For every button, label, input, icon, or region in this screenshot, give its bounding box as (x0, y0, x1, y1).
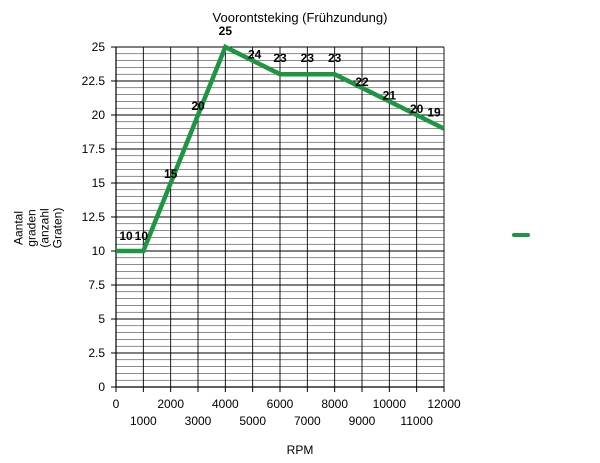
data-label: 10 (119, 229, 133, 243)
data-label: 21 (383, 88, 397, 102)
y-tick-label: 20 (92, 108, 106, 122)
y-axis-title-line: Graten) (51, 208, 65, 249)
y-tick-label: 22.5 (82, 74, 106, 88)
x-tick-label: 7000 (294, 414, 321, 428)
data-label: 10 (135, 229, 149, 243)
y-tick-label: 7.5 (88, 278, 105, 292)
data-label: 23 (301, 51, 315, 65)
x-tick-label: 3000 (185, 414, 212, 428)
data-label: 25 (219, 24, 233, 38)
x-tick-label: 2000 (157, 397, 184, 411)
y-tick-label: 25 (92, 40, 106, 54)
data-label: 15 (164, 167, 178, 181)
x-tick-label: 8000 (321, 397, 348, 411)
y-axis-title-line: graden (25, 209, 39, 246)
series-line (116, 43, 446, 254)
grid (115, 46, 445, 388)
data-label: 23 (328, 51, 342, 65)
y-axis-title-group: Aantal graden (anzahl Graten) (12, 208, 65, 249)
data-label: 22 (355, 75, 369, 89)
x-tick-label: 1000 (130, 414, 157, 428)
y-tick-label: 17.5 (82, 142, 106, 156)
x-tick-label: 4000 (212, 397, 239, 411)
x-tick-label: 5000 (239, 414, 266, 428)
data-label: 19 (427, 106, 441, 120)
x-tick-label: 6000 (267, 397, 294, 411)
chart-title: Voorontsteking (Frühzundung) (213, 10, 388, 25)
data-label: 24 (248, 48, 262, 62)
x-tick-label: 11000 (400, 414, 433, 428)
y-tick-label: 15 (92, 176, 106, 190)
y-tick-label: 2.5 (88, 346, 105, 360)
x-tick-label: 9000 (349, 414, 376, 428)
data-label: 20 (191, 99, 205, 113)
data-label: 20 (410, 102, 424, 116)
y-tick-label: 10 (92, 244, 106, 258)
axes (111, 46, 445, 392)
data-label: 23 (273, 51, 287, 65)
y-tick-label: 0 (98, 380, 105, 394)
x-axis-title: RPM (287, 443, 314, 457)
x-tick-label: 10000 (373, 397, 407, 411)
y-tick-labels: 0 2.5 5 7.5 10 12.5 15 17.5 20 22.5 25 (82, 40, 106, 394)
x-tick-label: 0 (113, 397, 120, 411)
series-area (116, 43, 446, 254)
y-axis-title-line: Aantal (12, 211, 26, 245)
y-axis-title-line: (anzahl (38, 208, 52, 247)
y-tick-label: 5 (98, 312, 105, 326)
x-tick-label: 12000 (427, 397, 461, 411)
y-axis-title: Aantal graden (anzahl Graten) (12, 208, 65, 249)
y-tick-label: 12.5 (82, 210, 106, 224)
